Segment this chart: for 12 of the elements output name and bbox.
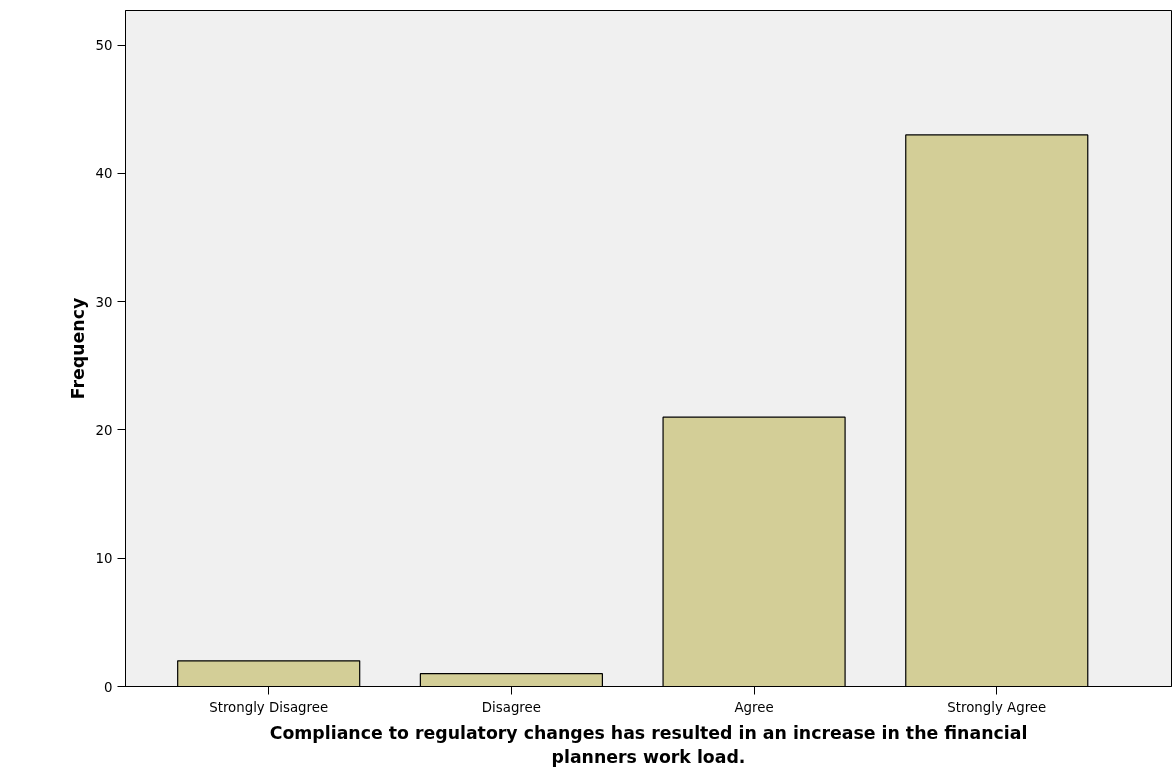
y-tick-label: 10 [95, 551, 113, 567]
x-tick-label: Agree [734, 699, 774, 715]
y-axis-title: Frequency [67, 297, 88, 400]
y-tick-label: 50 [95, 38, 113, 54]
y-tick-label: 30 [95, 294, 113, 310]
x-tick-label: Strongly Disagree [209, 699, 329, 715]
x-tick-label: Disagree [481, 699, 541, 715]
y-tick-label: 0 [104, 679, 113, 695]
x-tick-label: Strongly Agree [947, 699, 1047, 715]
x-axis-title: Compliance to regulatory changes has resulted in an increase in the financial planners work load. [269, 722, 1028, 767]
y-tick-label: 20 [95, 422, 113, 438]
y-tick-label: 40 [95, 166, 113, 182]
